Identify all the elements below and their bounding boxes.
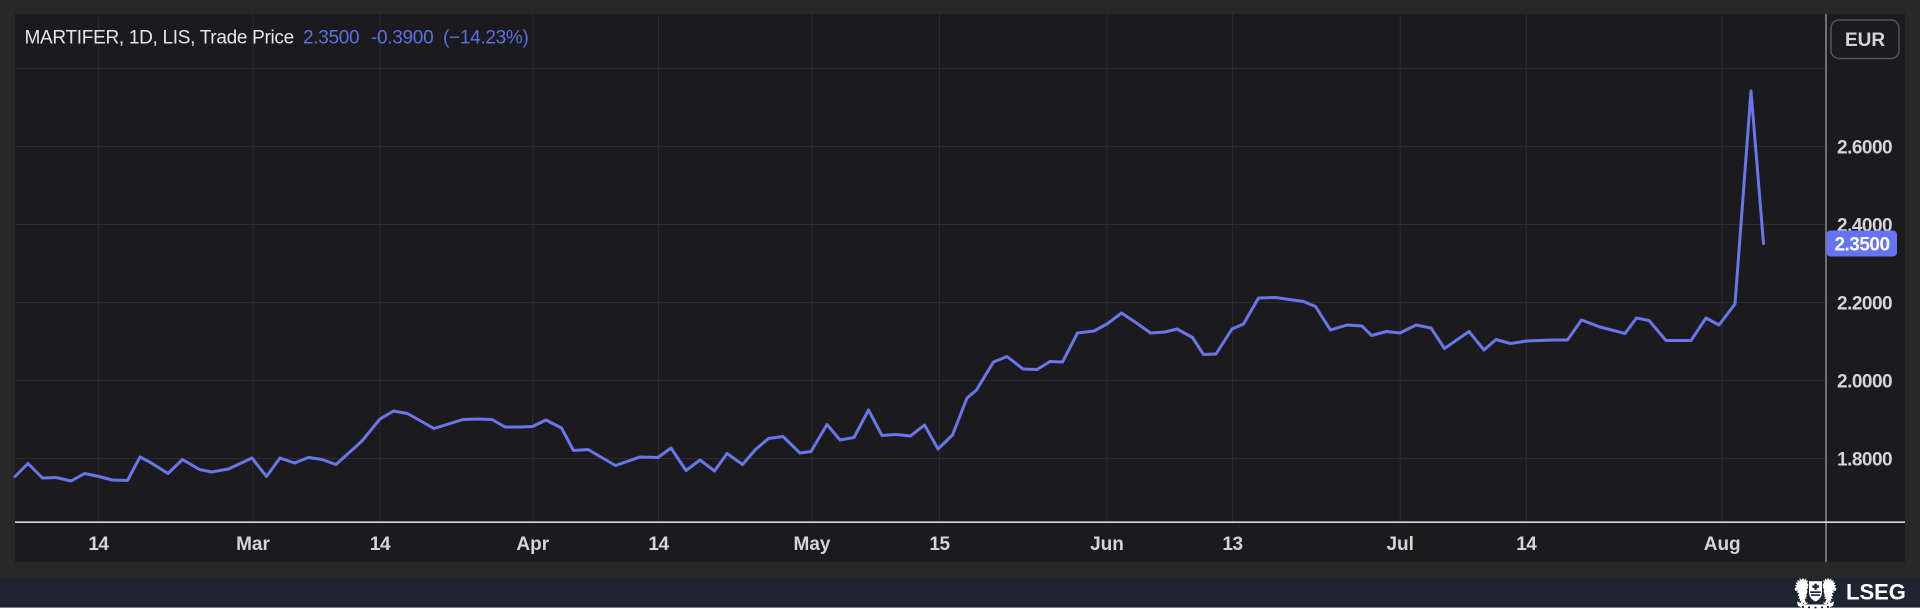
svg-text:2.6000: 2.6000: [1837, 137, 1892, 158]
svg-text:2.3500: 2.3500: [303, 28, 359, 49]
svg-text:-0.3900: -0.3900: [371, 28, 433, 49]
svg-text:2.3500: 2.3500: [1834, 235, 1889, 256]
svg-text:15: 15: [929, 534, 950, 555]
svg-text:13: 13: [1222, 534, 1242, 555]
svg-text:MARTIFER, 1D, LIS, Trade Price: MARTIFER, 1D, LIS, Trade Price: [25, 28, 294, 49]
svg-text:1.8000: 1.8000: [1837, 449, 1892, 470]
svg-text:14: 14: [370, 534, 391, 555]
svg-text:Apr: Apr: [516, 534, 549, 555]
svg-text:May: May: [794, 534, 831, 555]
svg-text:14: 14: [88, 534, 109, 555]
svg-text:EUR: EUR: [1845, 30, 1885, 51]
svg-text:Mar: Mar: [236, 534, 270, 555]
svg-text:LSEG: LSEG: [1846, 580, 1906, 605]
svg-text:Jul: Jul: [1386, 534, 1413, 555]
svg-text:2.0000: 2.0000: [1837, 371, 1892, 392]
svg-text:2.2000: 2.2000: [1837, 293, 1892, 314]
svg-text:Aug: Aug: [1704, 534, 1741, 555]
svg-text:14: 14: [648, 534, 669, 555]
svg-text:Jun: Jun: [1090, 534, 1124, 555]
svg-text:(−14.23%): (−14.23%): [443, 28, 529, 49]
svg-text:14: 14: [1516, 534, 1537, 555]
